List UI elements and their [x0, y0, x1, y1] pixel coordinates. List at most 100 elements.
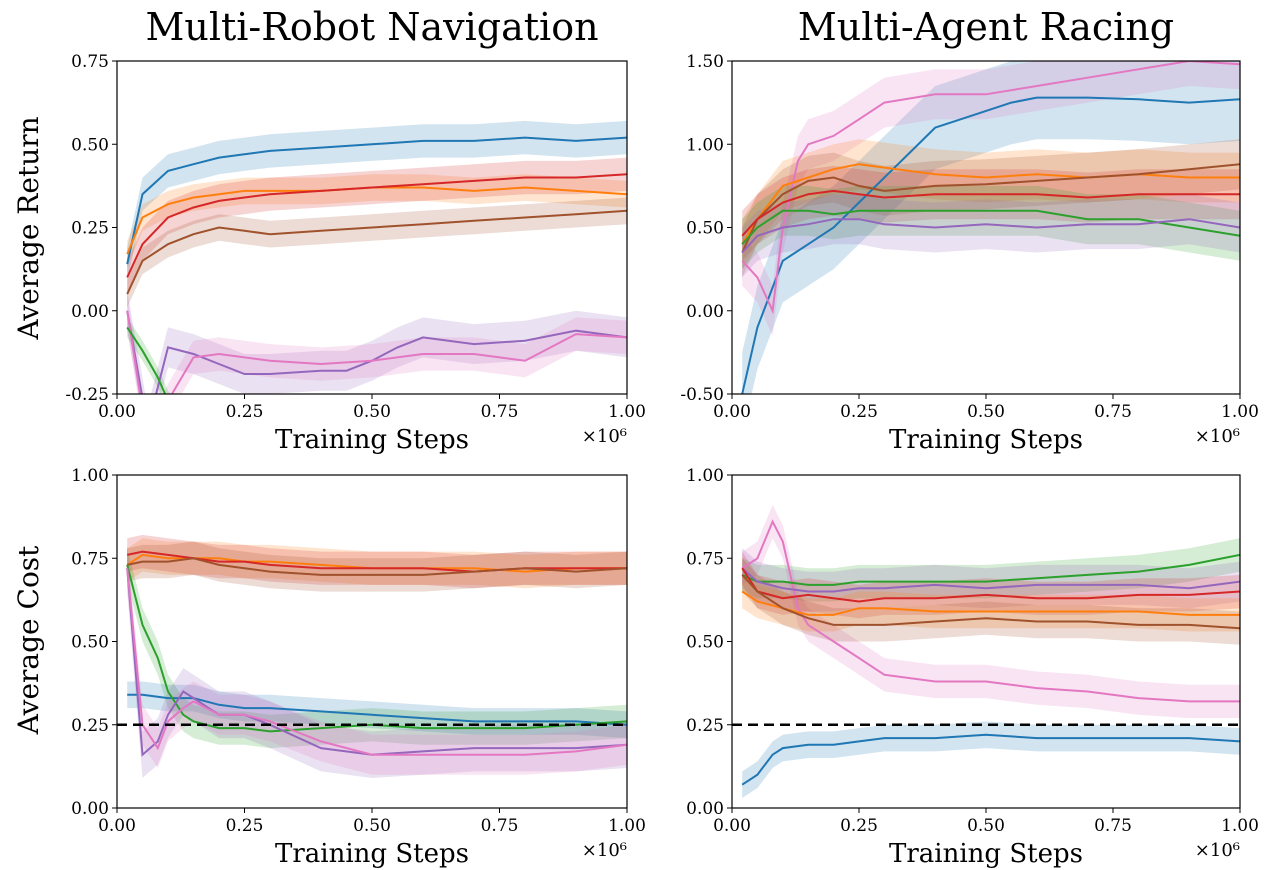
series-line-red — [126, 173, 627, 278]
x-tick-label: 0.25 — [840, 402, 878, 422]
x-tick-label: 1.00 — [1221, 816, 1259, 836]
series-line-brown — [741, 163, 1240, 253]
series-line-brown — [741, 574, 1240, 630]
series-line-green — [741, 553, 1240, 586]
panel-top-left: 0.00 0.25 0.50 0.75 1.00-0.250.000.250.500.7… — [65, 52, 646, 455]
y-tick-label: 0.00 — [71, 302, 109, 322]
series-line-orange — [126, 553, 627, 573]
band-green — [127, 548, 627, 749]
band-green — [742, 185, 1240, 270]
x-tick-label: 0.50 — [967, 402, 1005, 422]
x-multiplier-label: ×10⁶ — [1195, 426, 1240, 447]
band-pink — [127, 294, 627, 394]
x-tick-label: 0.75 — [1094, 402, 1132, 422]
y-tick-label: 0.00 — [71, 799, 109, 819]
series-line-orange — [126, 186, 627, 255]
y-tick-label: 0.50 — [71, 633, 109, 653]
y-tick-label: 0.75 — [71, 549, 109, 569]
y-tick-label: 0.75 — [71, 52, 109, 72]
series-line-purple — [741, 218, 1240, 254]
band-blue — [127, 120, 627, 281]
x-tick-label: 0.25 — [226, 816, 264, 836]
series-line-red — [741, 567, 1240, 603]
x-tick-label: 0.75 — [1094, 816, 1132, 836]
x-tick-label: 0.00 — [98, 816, 136, 836]
series-line-blue — [741, 733, 1240, 786]
x-tick-label: 0.25 — [226, 402, 264, 422]
band-pink — [742, 61, 1240, 336]
x-tick-label: 1.00 — [608, 402, 646, 422]
band-purple — [127, 544, 627, 778]
y-tick-label: 0.00 — [686, 799, 724, 819]
band-purple — [127, 290, 627, 394]
y-tick-label: 0.50 — [686, 633, 724, 653]
series-line-red — [741, 189, 1240, 237]
x-axis-label: Training Steps — [275, 425, 469, 455]
band-purple — [742, 194, 1240, 278]
x-tick-label: 0.25 — [840, 816, 878, 836]
band-blue — [742, 61, 1240, 394]
band-red — [742, 551, 1240, 619]
series-line-pink — [126, 568, 627, 756]
row-label-bottom: Average Cost — [12, 545, 45, 736]
series-line-blue — [126, 136, 627, 265]
band-red — [127, 534, 627, 589]
band-blue — [742, 721, 1240, 798]
panel-bottom-right: 0.00 0.25 0.50 0.75 1.00 0.00 0.25 0.50 0.75 1.00… — [686, 466, 1259, 869]
band-brown — [127, 541, 627, 592]
x-axis-label: Training Steps — [889, 839, 1083, 869]
y-tick-label: 0.25 — [71, 219, 109, 239]
series-line-purple — [126, 310, 627, 394]
y-tick-label: 1.00 — [71, 466, 109, 486]
y-tick-label: 0.50 — [71, 135, 109, 155]
x-tick-label: 0.50 — [353, 816, 391, 836]
series-line-brown — [126, 557, 627, 576]
y-tick-label: -0.50 — [680, 385, 724, 405]
band-brown — [127, 197, 627, 308]
series-line-pink — [741, 519, 1240, 703]
band-orange — [742, 574, 1240, 632]
x-tick-label: 0.00 — [713, 402, 751, 422]
x-axis-label: Training Steps — [889, 425, 1083, 455]
series-line-brown — [126, 209, 627, 295]
x-tick-label: 0.75 — [481, 402, 519, 422]
series-line-green — [126, 326, 167, 394]
x-multiplier-label: ×10⁶ — [1195, 840, 1240, 861]
x-tick-label: 1.00 — [1221, 402, 1259, 422]
series-line-purple — [741, 567, 1240, 593]
plot-area — [126, 120, 627, 394]
series-line-pink — [741, 61, 1240, 315]
plot-area — [741, 61, 1240, 394]
band-orange — [127, 538, 627, 589]
x-axis-label: Training Steps — [275, 839, 469, 869]
row-label-top: Average Return — [12, 116, 45, 340]
panel-top-right: 0.00 0.25 0.50 0.75 1.00-0.500.000.501.001.5… — [680, 52, 1259, 455]
series-line-green — [741, 209, 1240, 245]
series-line-purple — [126, 568, 627, 757]
band-orange — [127, 174, 627, 268]
x-tick-label: 0.00 — [713, 816, 751, 836]
x-multiplier-label: ×10⁶ — [582, 840, 627, 861]
series-line-blue — [741, 96, 1240, 394]
y-tick-label: 0.25 — [686, 716, 724, 736]
series-line-green — [126, 564, 627, 733]
x-tick-label: 0.50 — [353, 402, 391, 422]
y-tick-label: 1.50 — [686, 52, 724, 72]
y-tick-label: 0.75 — [686, 549, 724, 569]
band-red — [742, 165, 1240, 261]
y-tick-label: -0.25 — [65, 385, 109, 405]
col-title-right: Multi-Agent Racing — [798, 5, 1174, 49]
band-brown — [742, 139, 1240, 278]
y-tick-label: 0.00 — [686, 302, 724, 322]
y-tick-label: 0.50 — [686, 219, 724, 239]
y-tick-label: 0.25 — [71, 716, 109, 736]
x-tick-label: 0.50 — [967, 816, 1005, 836]
panel-bottom-left: 0.00 0.25 0.50 0.75 1.00 0.00 0.25 0.50 0.75 1.00… — [71, 466, 646, 869]
x-multiplier-label: ×10⁶ — [582, 426, 627, 447]
band-orange — [742, 139, 1240, 270]
x-tick-label: 0.00 — [98, 402, 136, 422]
y-tick-label: 1.00 — [686, 135, 724, 155]
plot-area — [117, 534, 627, 778]
band-pink — [742, 505, 1240, 719]
